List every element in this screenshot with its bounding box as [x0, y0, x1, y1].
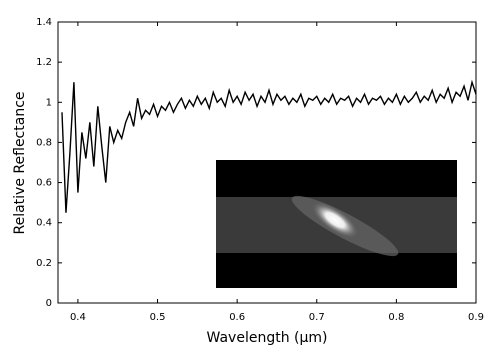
y-tick-label: 1.2	[36, 57, 52, 68]
y-tick-label: 0.6	[36, 178, 52, 189]
x-tick-label: 0.5	[150, 312, 166, 323]
x-tick-label: 0.9	[468, 312, 484, 323]
y-tick-label: 0.2	[36, 258, 52, 269]
y-axis-label: Relative Reflectance	[12, 91, 28, 234]
spectrum-line	[61, 79, 477, 213]
y-tick-label: 0.4	[36, 218, 52, 229]
y-tick-label: 1	[46, 97, 52, 108]
x-tick-label: 0.7	[309, 312, 325, 323]
inset-image	[216, 160, 457, 288]
y-tick-label: 0	[46, 298, 52, 309]
plot-frame	[57, 21, 477, 304]
plot-area	[61, 79, 477, 213]
y-tick-label: 0.8	[36, 137, 52, 148]
y-tick-label: 1.4	[36, 17, 52, 28]
x-tick-label: 0.4	[70, 312, 86, 323]
x-tick-label: 0.8	[388, 312, 404, 323]
x-axis-label: Wavelength (µm)	[207, 330, 328, 346]
x-tick-label: 0.6	[229, 312, 245, 323]
